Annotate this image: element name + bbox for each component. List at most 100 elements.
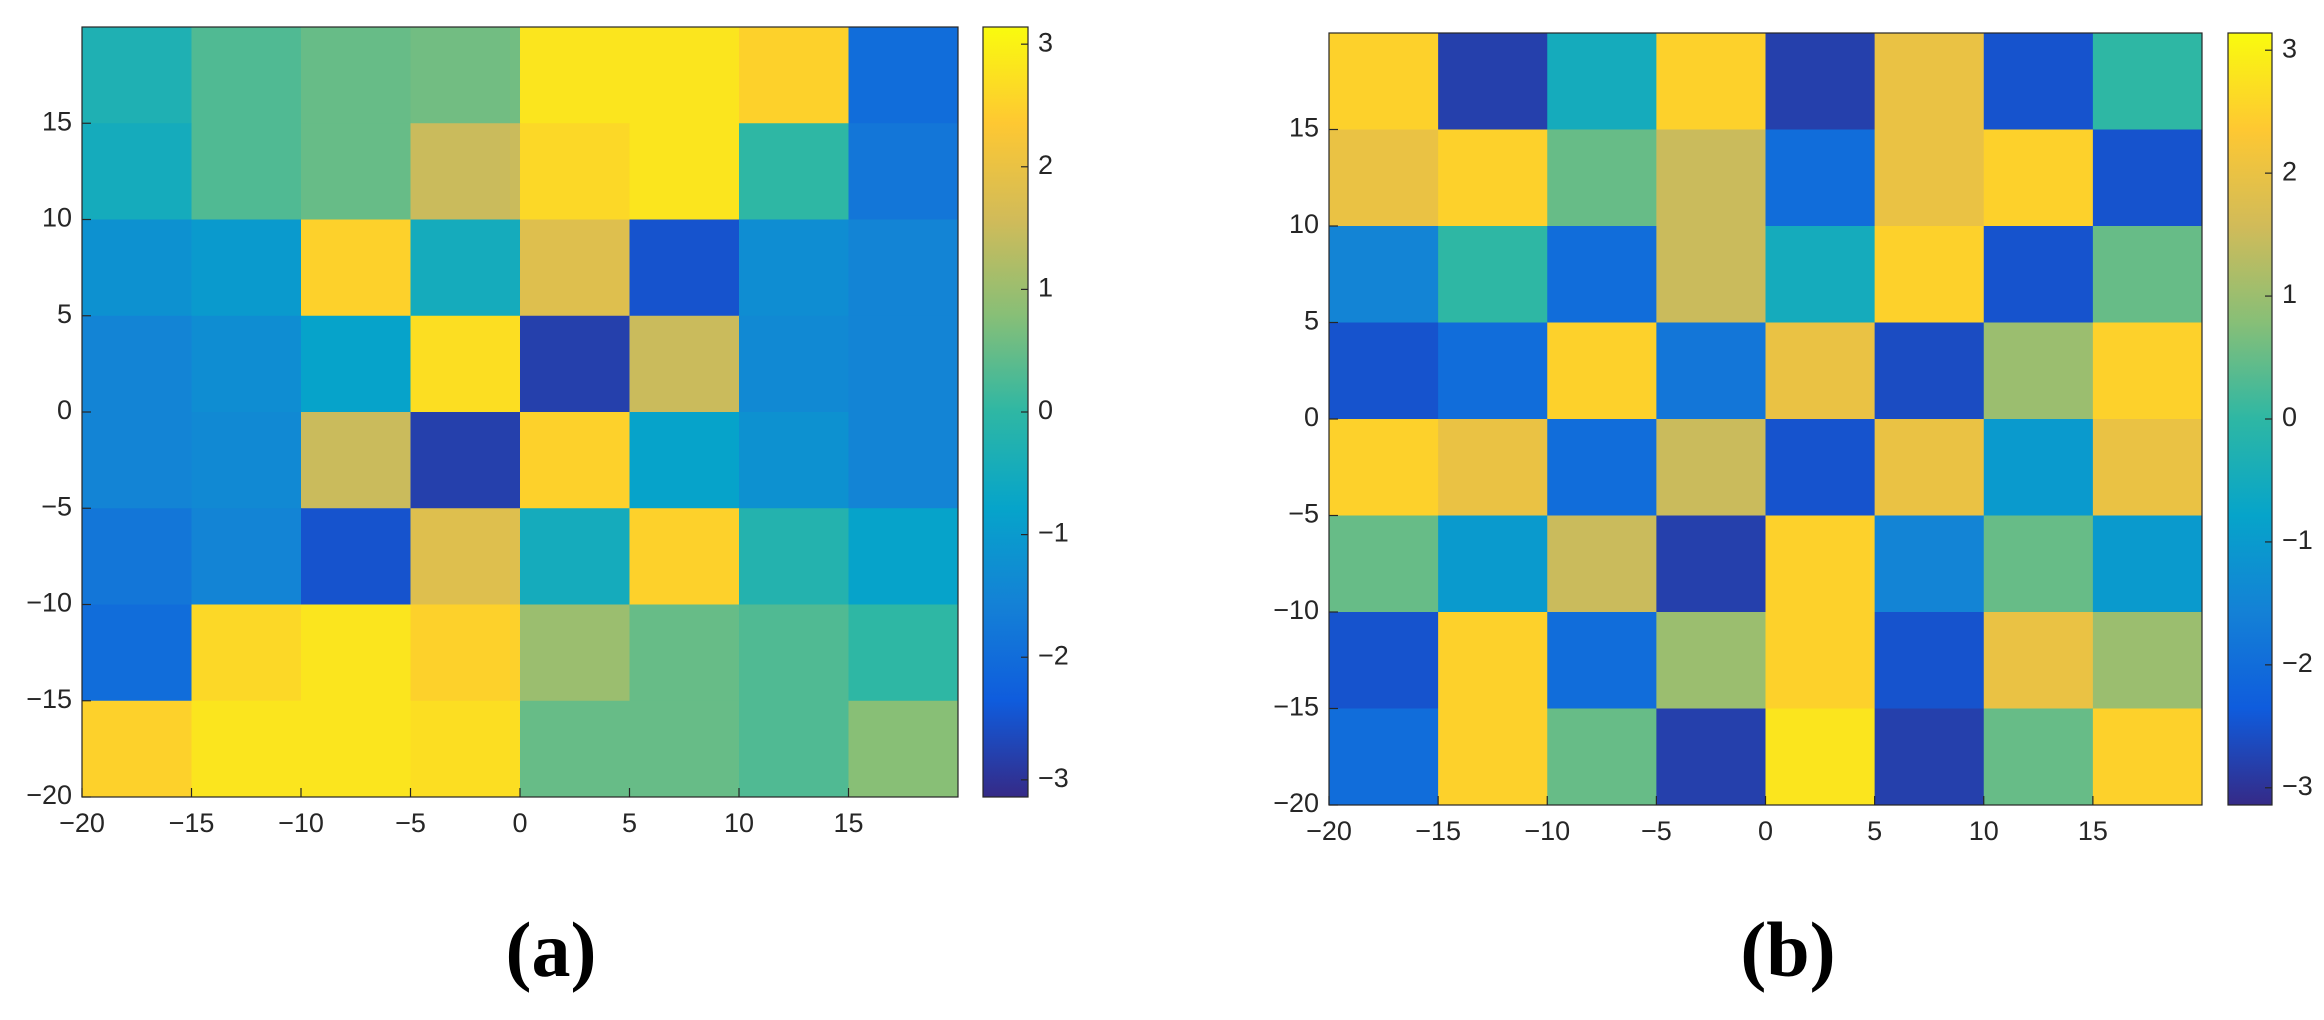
colorbar-tick-label: 3 [2282, 33, 2297, 63]
heatmap-cell [1547, 515, 1657, 613]
heatmap-cell [191, 315, 302, 413]
x-tick-label: 10 [724, 808, 754, 838]
heatmap-cell [410, 123, 521, 220]
heatmap-cell [1656, 612, 1766, 709]
heatmap-cell [1765, 129, 1876, 227]
x-tick-label: −5 [1641, 816, 1672, 846]
heatmap-cell [1765, 322, 1876, 420]
heatmap-cell [848, 508, 959, 605]
colorbar [982, 26, 1029, 798]
x-tick-label: −15 [169, 808, 215, 838]
heatmap-cell [1547, 226, 1657, 323]
heatmap-cell [301, 508, 411, 605]
heatmap-cell [1547, 708, 1657, 806]
colorbar-tick-label: 3 [1038, 27, 1053, 57]
heatmap-cell [1329, 129, 1439, 227]
heatmap-cell [848, 412, 959, 509]
heatmap-cell [520, 604, 630, 702]
heatmap-cell [191, 412, 302, 509]
panel-label: (b) [1740, 906, 1835, 993]
heatmap-cell [629, 604, 740, 702]
heatmap-cell [1765, 708, 1876, 806]
heatmap-cell [848, 604, 959, 702]
y-tick-label: 15 [42, 106, 72, 136]
heatmap-cell [1874, 419, 1985, 516]
x-tick-label: −10 [278, 808, 324, 838]
heatmap-cell [1438, 33, 1548, 130]
heatmap-cell [1438, 129, 1548, 227]
heatmap-cell [520, 700, 630, 798]
colorbar-tick-label: −3 [2282, 771, 2313, 801]
heatmap-cell [520, 508, 630, 605]
y-tick-label: 5 [57, 299, 72, 329]
heatmap-cell [191, 123, 302, 220]
heatmap-cell [410, 604, 521, 702]
x-tick-label: 10 [1969, 816, 1999, 846]
heatmap-cell [520, 27, 630, 124]
heatmap-cell [191, 700, 302, 798]
heatmap-cell [2092, 33, 2203, 130]
heatmap-cell [629, 412, 740, 509]
heatmap-cell [520, 123, 630, 220]
heatmap-cell [1765, 612, 1876, 709]
panel-label: (a) [506, 906, 597, 993]
heatmap-cell [2092, 322, 2203, 420]
heatmap-cell [1656, 33, 1766, 130]
heatmap-cell [191, 508, 302, 605]
heatmap-cell [1874, 33, 1985, 130]
heatmap-cell [1874, 515, 1985, 613]
colorbar-tick-label: 0 [1038, 395, 1053, 425]
heatmap-cell [1874, 226, 1985, 323]
heatmap-cell [1438, 612, 1548, 709]
colorbar-tick-label: 2 [1038, 150, 1053, 180]
heatmap-cell [1874, 708, 1985, 806]
heatmap-cell [1438, 708, 1548, 806]
x-tick-label: 0 [512, 808, 527, 838]
x-tick-label: 15 [2078, 816, 2108, 846]
heatmap-cell [82, 315, 192, 413]
heatmap-cell [1329, 515, 1439, 613]
heatmap-cell [301, 700, 411, 798]
heatmap-cell [301, 604, 411, 702]
heatmap-cell [629, 27, 740, 124]
heatmap-cell [2092, 612, 2203, 709]
heatmap-cell [410, 508, 521, 605]
heatmap-cell [629, 123, 740, 220]
heatmap-cell [1547, 612, 1657, 709]
heatmap-cell [629, 315, 740, 413]
x-tick-label: −5 [395, 808, 426, 838]
colorbar-tick-label: 1 [2282, 279, 2297, 309]
x-tick-label: −20 [59, 808, 105, 838]
heatmap-cell [1547, 322, 1657, 420]
y-tick-label: −20 [1273, 788, 1319, 818]
heatmap-cell [1765, 33, 1876, 130]
heatmap-cell [739, 27, 849, 124]
heatmap-cell [2092, 515, 2203, 613]
heatmap-cell [82, 508, 192, 605]
heatmap-cell [1983, 612, 2094, 709]
heatmap-cell [2092, 129, 2203, 227]
heatmap-cell [1983, 708, 2094, 806]
x-tick-label: 15 [833, 808, 863, 838]
colorbar-tick-label: −2 [2282, 648, 2313, 678]
y-tick-label: −20 [26, 780, 72, 810]
heatmap-cell [629, 508, 740, 605]
heatmap-cell [1329, 322, 1439, 420]
heatmap-cell [1765, 419, 1876, 516]
heatmap-cell [1547, 419, 1657, 516]
heatmap-cell [1983, 129, 2094, 227]
heatmap-cell [1329, 419, 1439, 516]
heatmap-cell [1656, 708, 1766, 806]
heatmap-cell [2092, 419, 2203, 516]
heatmap-cell [1983, 419, 2094, 516]
colorbar-tick-label: 1 [1038, 273, 1053, 303]
heatmap-cell [1438, 419, 1548, 516]
y-tick-label: 10 [42, 203, 72, 233]
heatmap-cell [629, 219, 740, 317]
y-tick-label: −5 [41, 491, 72, 521]
heatmap-cell [82, 27, 192, 124]
y-tick-label: 10 [1289, 209, 1319, 239]
heatmap-cell [410, 700, 521, 798]
